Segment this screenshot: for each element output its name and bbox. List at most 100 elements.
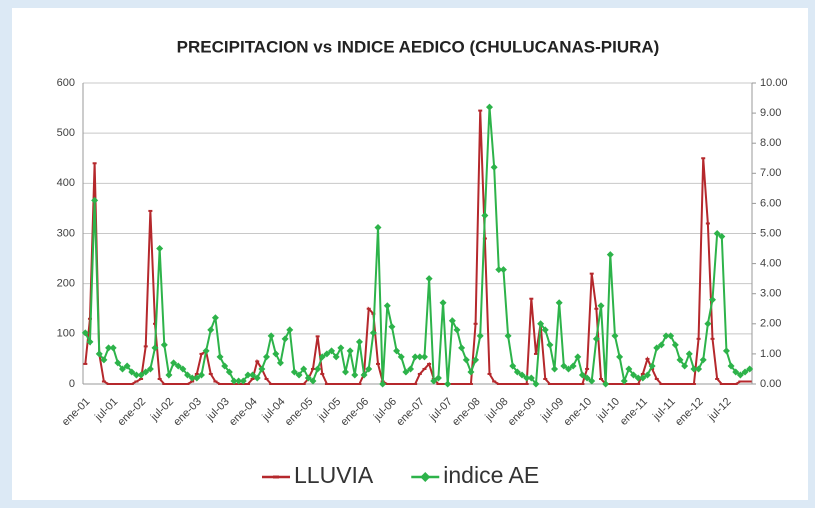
point-marker — [118, 365, 126, 373]
y2-tick-label: 0.00 — [760, 378, 781, 390]
point-marker — [185, 383, 190, 385]
point-marker — [269, 383, 274, 385]
point-marker — [193, 374, 201, 382]
point-marker — [612, 383, 617, 385]
point-marker — [337, 344, 345, 352]
point-marker — [724, 383, 729, 385]
point-marker — [520, 383, 525, 385]
point-marker — [309, 377, 317, 385]
point-marker — [134, 380, 139, 383]
point-marker — [578, 371, 586, 379]
y2-tick-label: 10.00 — [760, 77, 788, 89]
legend-marker — [273, 475, 279, 479]
point-marker — [111, 383, 116, 385]
point-marker — [389, 383, 394, 385]
point-marker — [300, 365, 308, 373]
point-marker — [690, 365, 698, 373]
point-marker — [411, 353, 419, 361]
point-marker — [197, 371, 205, 379]
point-marker — [626, 383, 631, 385]
point-marker — [527, 374, 535, 382]
point-marker — [691, 383, 696, 385]
series-line — [84, 110, 750, 385]
point-marker — [676, 356, 684, 364]
point-marker — [287, 383, 292, 385]
y-tick-label: 100 — [57, 328, 75, 340]
y2-tick-label: 7.00 — [760, 167, 781, 179]
point-marker — [156, 245, 164, 253]
point-marker — [476, 332, 484, 340]
point-marker — [594, 307, 599, 310]
point-marker — [139, 377, 144, 380]
point-marker — [379, 380, 387, 388]
point-marker — [427, 362, 432, 365]
point-marker — [543, 377, 548, 380]
point-marker — [142, 368, 150, 376]
point-marker — [727, 362, 735, 370]
point-marker — [264, 377, 269, 380]
point-marker — [123, 362, 131, 370]
point-marker — [366, 307, 371, 310]
point-marker — [184, 371, 192, 379]
point-marker — [532, 380, 540, 388]
point-marker — [329, 383, 334, 385]
point-marker — [115, 383, 120, 385]
point-marker — [439, 299, 447, 307]
point-marker — [529, 297, 534, 300]
point-marker — [490, 163, 498, 171]
point-marker — [506, 383, 511, 385]
point-marker — [687, 383, 692, 385]
point-marker — [557, 383, 562, 385]
point-marker — [385, 383, 390, 385]
point-marker — [571, 383, 576, 385]
point-marker — [537, 320, 545, 328]
point-marker — [292, 383, 297, 385]
y2-tick-label: 4.00 — [760, 258, 781, 270]
point-marker — [355, 338, 363, 346]
point-marker — [738, 380, 743, 383]
point-marker — [472, 356, 480, 364]
point-marker — [718, 233, 726, 241]
point-marker — [478, 109, 483, 112]
point-marker — [662, 332, 670, 340]
point-marker — [218, 383, 223, 385]
point-marker — [128, 368, 136, 376]
point-marker — [273, 383, 278, 385]
point-marker — [611, 332, 619, 340]
point-marker — [459, 383, 464, 385]
point-marker — [602, 380, 610, 388]
point-marker — [668, 383, 673, 385]
point-marker — [518, 371, 526, 379]
point-marker — [664, 383, 669, 385]
point-marker — [334, 383, 339, 385]
point-marker — [636, 383, 641, 385]
point-marker — [393, 347, 401, 355]
point-marker — [403, 383, 408, 385]
point-marker — [634, 374, 642, 382]
point-marker — [165, 371, 173, 379]
point-marker — [188, 374, 196, 382]
point-marker — [653, 344, 661, 352]
point-marker — [648, 362, 656, 370]
point-marker — [657, 341, 665, 349]
point-marker — [448, 317, 456, 325]
point-marker — [352, 383, 357, 385]
chart-title: PRECIPITACION vs INDICE AEDICO (CHULUCAN… — [177, 37, 660, 56]
point-marker — [746, 365, 754, 373]
point-marker — [699, 356, 707, 364]
point-marker — [402, 368, 410, 376]
point-marker — [453, 326, 461, 334]
point-marker — [365, 365, 373, 373]
point-marker — [250, 377, 255, 380]
point-marker — [631, 383, 636, 385]
point-marker — [555, 299, 563, 307]
point-marker — [249, 371, 257, 379]
point-marker — [473, 322, 478, 325]
point-marker — [179, 365, 187, 373]
point-marker — [216, 353, 224, 361]
point-marker — [301, 383, 306, 385]
legend-label: indice AE — [443, 462, 539, 488]
point-marker — [170, 359, 178, 367]
point-marker — [599, 377, 604, 380]
